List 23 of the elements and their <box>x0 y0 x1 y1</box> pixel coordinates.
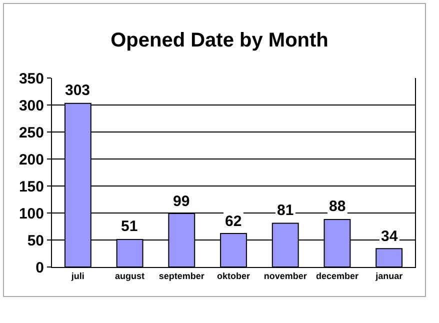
chart-title: Opened Date by Month <box>110 29 328 52</box>
data-label: 51 <box>121 218 138 235</box>
x-tick-label: januar <box>374 270 404 281</box>
y-tick-label: 0 <box>36 259 44 276</box>
y-tick-label: 50 <box>27 232 44 250</box>
y-tick-label: 200 <box>18 151 44 168</box>
x-tick-label: oktober <box>216 270 250 281</box>
data-label: 88 <box>329 198 346 215</box>
y-tick-label: 150 <box>18 178 44 196</box>
data-label: 81 <box>277 202 294 219</box>
data-label: 34 <box>381 228 398 245</box>
y-tick-label: 250 <box>18 124 44 142</box>
data-label: 99 <box>173 193 190 210</box>
y-tick-label: 100 <box>18 205 44 222</box>
x-tick-label: juli <box>70 270 84 281</box>
data-label: 303 <box>65 82 90 99</box>
data-label: 62 <box>225 213 242 230</box>
x-tick-label: december <box>316 270 359 281</box>
x-tick-label: september <box>158 270 205 281</box>
x-tick-label: november <box>264 270 308 281</box>
x-tick-label: august <box>115 270 145 281</box>
y-tick-label: 350 <box>18 70 44 88</box>
y-tick-label: 300 <box>18 97 44 114</box>
